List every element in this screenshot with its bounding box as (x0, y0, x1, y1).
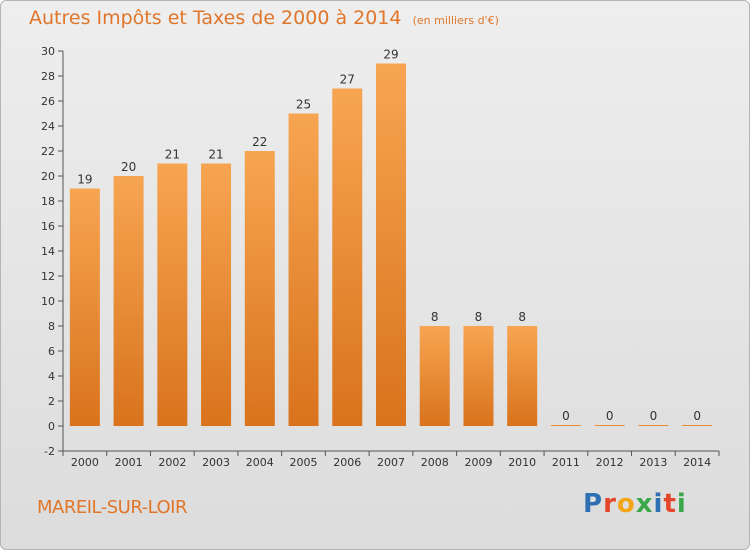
logo-letter: t (663, 489, 677, 519)
y-tick-label: 24 (41, 120, 55, 133)
data-label: 8 (431, 310, 439, 324)
data-label: 27 (340, 73, 355, 87)
y-tick-label: 6 (48, 345, 55, 358)
x-tick-label: 2002 (158, 456, 186, 469)
y-tick-label: 12 (41, 270, 55, 283)
x-tick-label: 2012 (596, 456, 624, 469)
x-tick-label: 2009 (464, 456, 492, 469)
bar (463, 326, 494, 426)
x-tick-label: 2004 (246, 456, 274, 469)
logo-letter: x (635, 489, 654, 519)
data-label: 21 (208, 148, 223, 162)
data-label: 29 (383, 48, 398, 62)
y-tick-label: 2 (48, 395, 55, 408)
bar (550, 425, 581, 426)
y-tick-label: 30 (41, 45, 55, 58)
x-tick-label: 2007 (377, 456, 405, 469)
y-tick-label: 8 (48, 320, 55, 333)
y-tick-label: -2 (44, 445, 55, 458)
chart-title: Autres Impôts et Taxes de 2000 à 2014 (29, 7, 402, 29)
y-tick-label: 26 (41, 95, 55, 108)
data-label: 25 (296, 98, 311, 112)
x-tick-label: 2006 (333, 456, 361, 469)
data-label: 22 (252, 135, 267, 149)
y-tick-label: 28 (41, 70, 55, 83)
x-tick-label: 2010 (508, 456, 536, 469)
y-tick-label: 18 (41, 195, 55, 208)
x-tick-label: 2003 (202, 456, 230, 469)
data-label: 19 (77, 173, 92, 187)
data-label: 8 (475, 310, 483, 324)
bar (332, 88, 363, 426)
x-tick-label: 2014 (683, 456, 711, 469)
title-block: Autres Impôts et Taxes de 2000 à 2014 (e… (29, 7, 499, 29)
data-label: 0 (693, 409, 701, 423)
logo-letter: r (603, 489, 617, 519)
bar (419, 326, 450, 426)
bar (201, 163, 232, 426)
x-tick-label: 2008 (421, 456, 449, 469)
bar (244, 151, 275, 426)
data-label: 0 (562, 409, 570, 423)
y-tick-label: 16 (41, 220, 55, 233)
logo-letter: i (676, 489, 687, 519)
logo-letter: o (616, 489, 636, 519)
bar (69, 188, 100, 426)
bar (682, 425, 713, 426)
y-tick-label: 10 (41, 295, 55, 308)
y-tick-label: 14 (41, 245, 55, 258)
x-tick-label: 2000 (71, 456, 99, 469)
y-tick-label: 4 (48, 370, 55, 383)
bar (288, 113, 319, 426)
bar (594, 425, 625, 426)
y-tick-label: 22 (41, 145, 55, 158)
logo-letter: i (653, 489, 664, 519)
x-tick-label: 2013 (639, 456, 667, 469)
chart-unit-note: (en milliers d'€) (412, 14, 499, 27)
data-label: 8 (518, 310, 526, 324)
y-tick-label: 20 (41, 170, 55, 183)
data-label: 20 (121, 160, 136, 174)
logo-letter: P (583, 489, 604, 519)
data-label: 21 (165, 148, 180, 162)
x-tick-label: 2005 (290, 456, 318, 469)
bar (507, 326, 538, 426)
bar (638, 425, 669, 426)
bar (376, 63, 406, 426)
bar (113, 176, 144, 426)
commune-name: MAREIL-SUR-LOIR (37, 497, 187, 518)
data-label: 0 (606, 409, 614, 423)
proxiti-logo: Proxiti (583, 489, 687, 519)
y-tick-label: 0 (48, 420, 55, 433)
bar (157, 163, 188, 426)
x-tick-label: 2011 (552, 456, 580, 469)
data-label: 0 (650, 409, 658, 423)
x-tick-label: 2001 (115, 456, 143, 469)
